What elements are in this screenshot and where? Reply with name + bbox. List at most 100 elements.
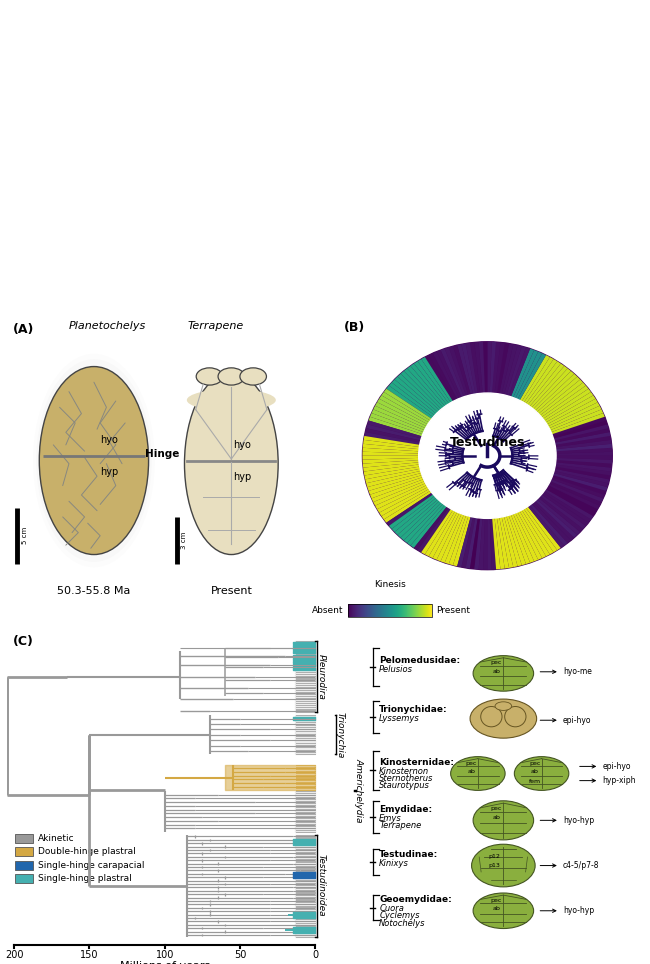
Bar <box>16 834 33 843</box>
Wedge shape <box>398 499 439 538</box>
Wedge shape <box>379 395 429 424</box>
Wedge shape <box>528 505 564 548</box>
Wedge shape <box>541 386 588 419</box>
Wedge shape <box>448 346 469 396</box>
Wedge shape <box>492 342 500 393</box>
Wedge shape <box>373 481 426 506</box>
Wedge shape <box>552 420 608 439</box>
Text: hyo: hyo <box>233 440 251 449</box>
Text: pec: pec <box>465 761 477 765</box>
Ellipse shape <box>218 368 244 385</box>
Wedge shape <box>363 458 419 464</box>
Wedge shape <box>365 469 421 483</box>
Wedge shape <box>554 432 610 444</box>
Wedge shape <box>363 440 419 449</box>
Text: Staurotypus: Staurotypus <box>379 781 430 790</box>
Text: hyp: hyp <box>233 471 251 481</box>
Wedge shape <box>554 428 610 442</box>
Wedge shape <box>545 487 595 516</box>
Wedge shape <box>414 506 449 550</box>
Wedge shape <box>532 368 571 409</box>
Ellipse shape <box>473 893 534 928</box>
Text: Present: Present <box>211 586 252 596</box>
Wedge shape <box>524 360 557 404</box>
Text: ab: ab <box>531 769 539 774</box>
Wedge shape <box>534 500 574 541</box>
Wedge shape <box>554 469 610 483</box>
Wedge shape <box>363 456 419 460</box>
Text: Kinosternidae:: Kinosternidae: <box>379 758 454 767</box>
Circle shape <box>363 342 612 570</box>
Wedge shape <box>488 342 492 393</box>
Wedge shape <box>543 388 591 420</box>
Text: Kinixys: Kinixys <box>379 859 409 869</box>
Wedge shape <box>425 355 455 401</box>
Ellipse shape <box>240 368 266 385</box>
Text: Americhelydia: Americhelydia <box>355 759 364 822</box>
Ellipse shape <box>481 707 502 727</box>
Wedge shape <box>417 508 451 552</box>
Wedge shape <box>492 518 500 570</box>
Wedge shape <box>555 465 611 475</box>
Wedge shape <box>524 508 557 552</box>
Wedge shape <box>495 342 505 393</box>
Wedge shape <box>367 420 422 439</box>
Wedge shape <box>530 366 567 408</box>
Wedge shape <box>506 516 526 565</box>
Wedge shape <box>437 350 461 398</box>
Wedge shape <box>364 465 420 475</box>
Wedge shape <box>548 483 600 509</box>
Wedge shape <box>538 380 583 415</box>
Text: hyo: hyo <box>100 435 118 444</box>
Wedge shape <box>425 510 455 556</box>
Wedge shape <box>379 487 429 516</box>
Text: Single-hinge carapacial: Single-hinge carapacial <box>38 861 145 870</box>
Wedge shape <box>441 514 464 563</box>
Text: ab: ab <box>492 669 500 674</box>
Text: (C): (C) <box>13 634 34 648</box>
Wedge shape <box>429 511 457 558</box>
Wedge shape <box>382 392 430 422</box>
Text: 5 cm: 5 cm <box>22 527 28 545</box>
Wedge shape <box>506 346 526 396</box>
Wedge shape <box>551 477 604 498</box>
Text: fem: fem <box>529 780 541 785</box>
Wedge shape <box>517 354 546 400</box>
Wedge shape <box>541 493 588 525</box>
Wedge shape <box>429 354 457 400</box>
Wedge shape <box>489 519 496 570</box>
Wedge shape <box>400 371 441 411</box>
Wedge shape <box>372 479 424 502</box>
Wedge shape <box>540 383 586 417</box>
Wedge shape <box>457 344 473 395</box>
Text: hyp-xiph: hyp-xiph <box>603 776 636 785</box>
Wedge shape <box>513 513 538 561</box>
Wedge shape <box>544 392 593 422</box>
Text: Double-hinge plastral: Double-hinge plastral <box>38 847 136 856</box>
Text: hyo-hyp: hyo-hyp <box>563 906 594 915</box>
Text: Present: Present <box>437 606 471 615</box>
Wedge shape <box>495 518 505 569</box>
Wedge shape <box>365 428 421 442</box>
Wedge shape <box>502 517 517 567</box>
Wedge shape <box>511 349 534 397</box>
Wedge shape <box>547 399 597 426</box>
Wedge shape <box>545 395 595 424</box>
Wedge shape <box>367 473 422 491</box>
Wedge shape <box>517 511 546 558</box>
Wedge shape <box>470 342 480 393</box>
Wedge shape <box>377 485 428 513</box>
Text: hyo-hyp: hyo-hyp <box>563 816 594 825</box>
Text: ab: ab <box>492 816 500 820</box>
Wedge shape <box>556 458 612 464</box>
Wedge shape <box>389 383 435 417</box>
Wedge shape <box>552 475 606 495</box>
Text: Absent: Absent <box>312 606 343 615</box>
Wedge shape <box>369 475 422 495</box>
Wedge shape <box>550 410 603 432</box>
Wedge shape <box>462 517 475 568</box>
Wedge shape <box>363 452 419 456</box>
Text: Trionychia: Trionychia <box>336 711 344 758</box>
Wedge shape <box>462 343 475 394</box>
Wedge shape <box>540 495 586 529</box>
